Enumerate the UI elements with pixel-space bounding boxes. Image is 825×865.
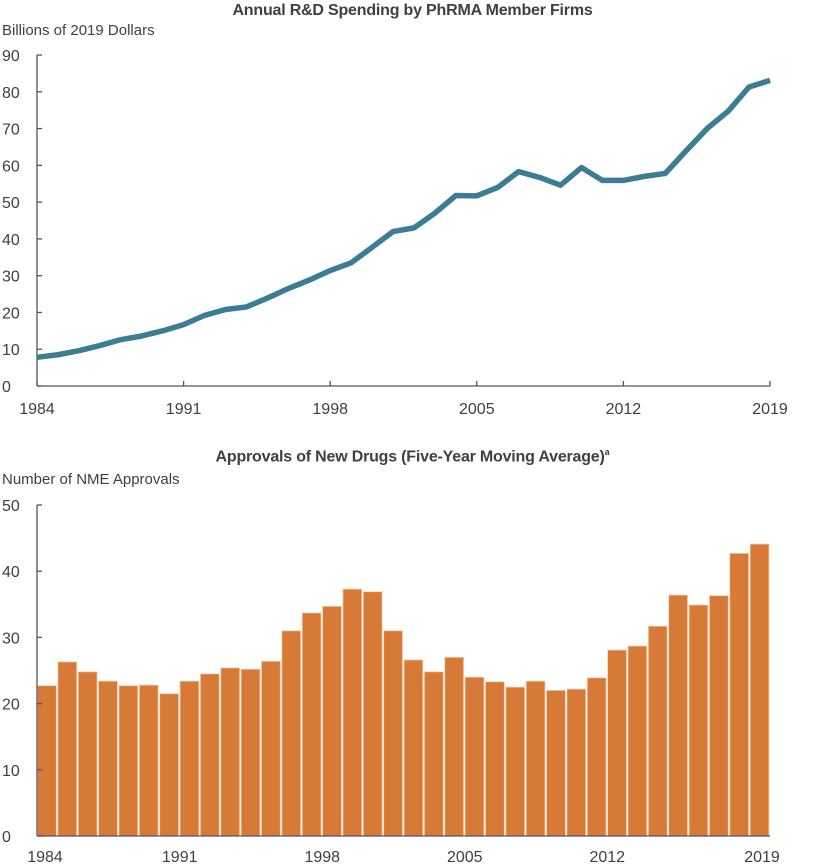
line-chart-x-tick-label: 2012 <box>606 401 642 418</box>
line-chart-y-tick-label: 0 <box>2 379 11 396</box>
bar <box>749 543 770 837</box>
line-chart-y-tick-label: 10 <box>2 342 20 359</box>
bar <box>566 688 587 837</box>
bar-chart-y-tick-label: 0 <box>2 829 11 846</box>
bar <box>220 667 241 837</box>
bar <box>525 680 546 837</box>
bar-chart-x-tick-label: 2005 <box>447 849 483 865</box>
bar <box>322 605 342 837</box>
line-chart-x-tick-label: 2019 <box>752 401 788 418</box>
bar <box>281 630 302 837</box>
bar <box>729 552 750 837</box>
line-chart-y-tick-label: 70 <box>2 122 20 139</box>
line-chart-y-tick-label: 40 <box>2 232 20 249</box>
bar <box>423 671 444 837</box>
bar-chart-title-text: Approvals of New Drugs (Five-Year Moving… <box>215 448 605 466</box>
line-chart-x-tick-label: 1984 <box>19 401 55 418</box>
bar <box>505 686 526 837</box>
bar <box>98 680 118 837</box>
bar-chart-y-tick-label: 10 <box>2 763 20 780</box>
bar-chart-y-axis-label: Number of NME Approvals <box>2 471 180 488</box>
line-series-rd-spending <box>36 77 771 361</box>
bar <box>37 685 57 837</box>
bar <box>240 668 261 837</box>
bar <box>301 612 322 837</box>
line-chart-y-tick-label: 30 <box>2 269 20 286</box>
bar-chart-x-tick-label: 2012 <box>589 849 625 865</box>
line-chart-x-tick-label: 1991 <box>166 401 202 418</box>
bar <box>138 684 159 837</box>
line-chart-y-tick-label: 20 <box>2 305 20 322</box>
line-chart-y-tick-label: 50 <box>2 195 20 212</box>
line-chart-x-tick-label: 1998 <box>312 401 348 418</box>
bar <box>444 656 464 837</box>
line-chart-title: Annual R&D Spending by PhRMA Member Firm… <box>232 2 593 19</box>
bar <box>362 591 383 837</box>
line-chart-y-tick-label: 60 <box>2 158 20 175</box>
bar <box>199 673 220 837</box>
line-chart-x-tick-label: 2005 <box>459 401 495 418</box>
line-chart-y-tick-label: 80 <box>2 85 20 102</box>
bar-chart-x-tick-label: 2019 <box>744 849 780 865</box>
bar <box>261 660 281 837</box>
bar <box>546 689 566 837</box>
bar <box>607 649 627 837</box>
bar <box>77 671 98 837</box>
bar-chart-x-tick-label: 1991 <box>162 849 198 865</box>
bar-chart-y-tick-label: 50 <box>2 498 20 515</box>
bar-chart-title-footnote: a <box>604 447 610 457</box>
bar <box>709 595 729 837</box>
bar-chart: 0 10 20 30 40 50 1984 1991 1998 2005 2012 2019 <box>2 498 780 865</box>
bar-chart-y-tick-label: 30 <box>2 630 20 647</box>
bar <box>118 685 139 837</box>
bar <box>403 659 424 837</box>
bar <box>464 676 485 837</box>
bar <box>159 693 179 837</box>
bar-chart-x-tick-label: 1984 <box>27 849 63 865</box>
bar <box>57 661 78 837</box>
line-chart: 0 10 20 30 40 50 60 70 80 90 1984 1991 1998 2005 2012 2… <box>2 48 788 418</box>
bar <box>668 594 688 837</box>
bar-chart-y-tick-label: 20 <box>2 697 20 714</box>
bar <box>179 680 200 837</box>
bar-chart-x-tick-label: 1998 <box>304 849 340 865</box>
bar-chart-y-tick-label: 40 <box>2 564 20 581</box>
bar <box>627 645 648 837</box>
bar <box>383 630 403 837</box>
bar <box>485 681 505 837</box>
bar <box>647 625 668 837</box>
bar <box>342 588 363 837</box>
line-chart-y-tick-label: 90 <box>2 48 20 65</box>
bar-chart-title: Approvals of New Drugs (Five-Year Moving… <box>0 447 825 466</box>
line-chart-y-axis-label: Billions of 2019 Dollars <box>2 22 155 39</box>
bar <box>586 677 607 837</box>
bar <box>688 604 709 837</box>
